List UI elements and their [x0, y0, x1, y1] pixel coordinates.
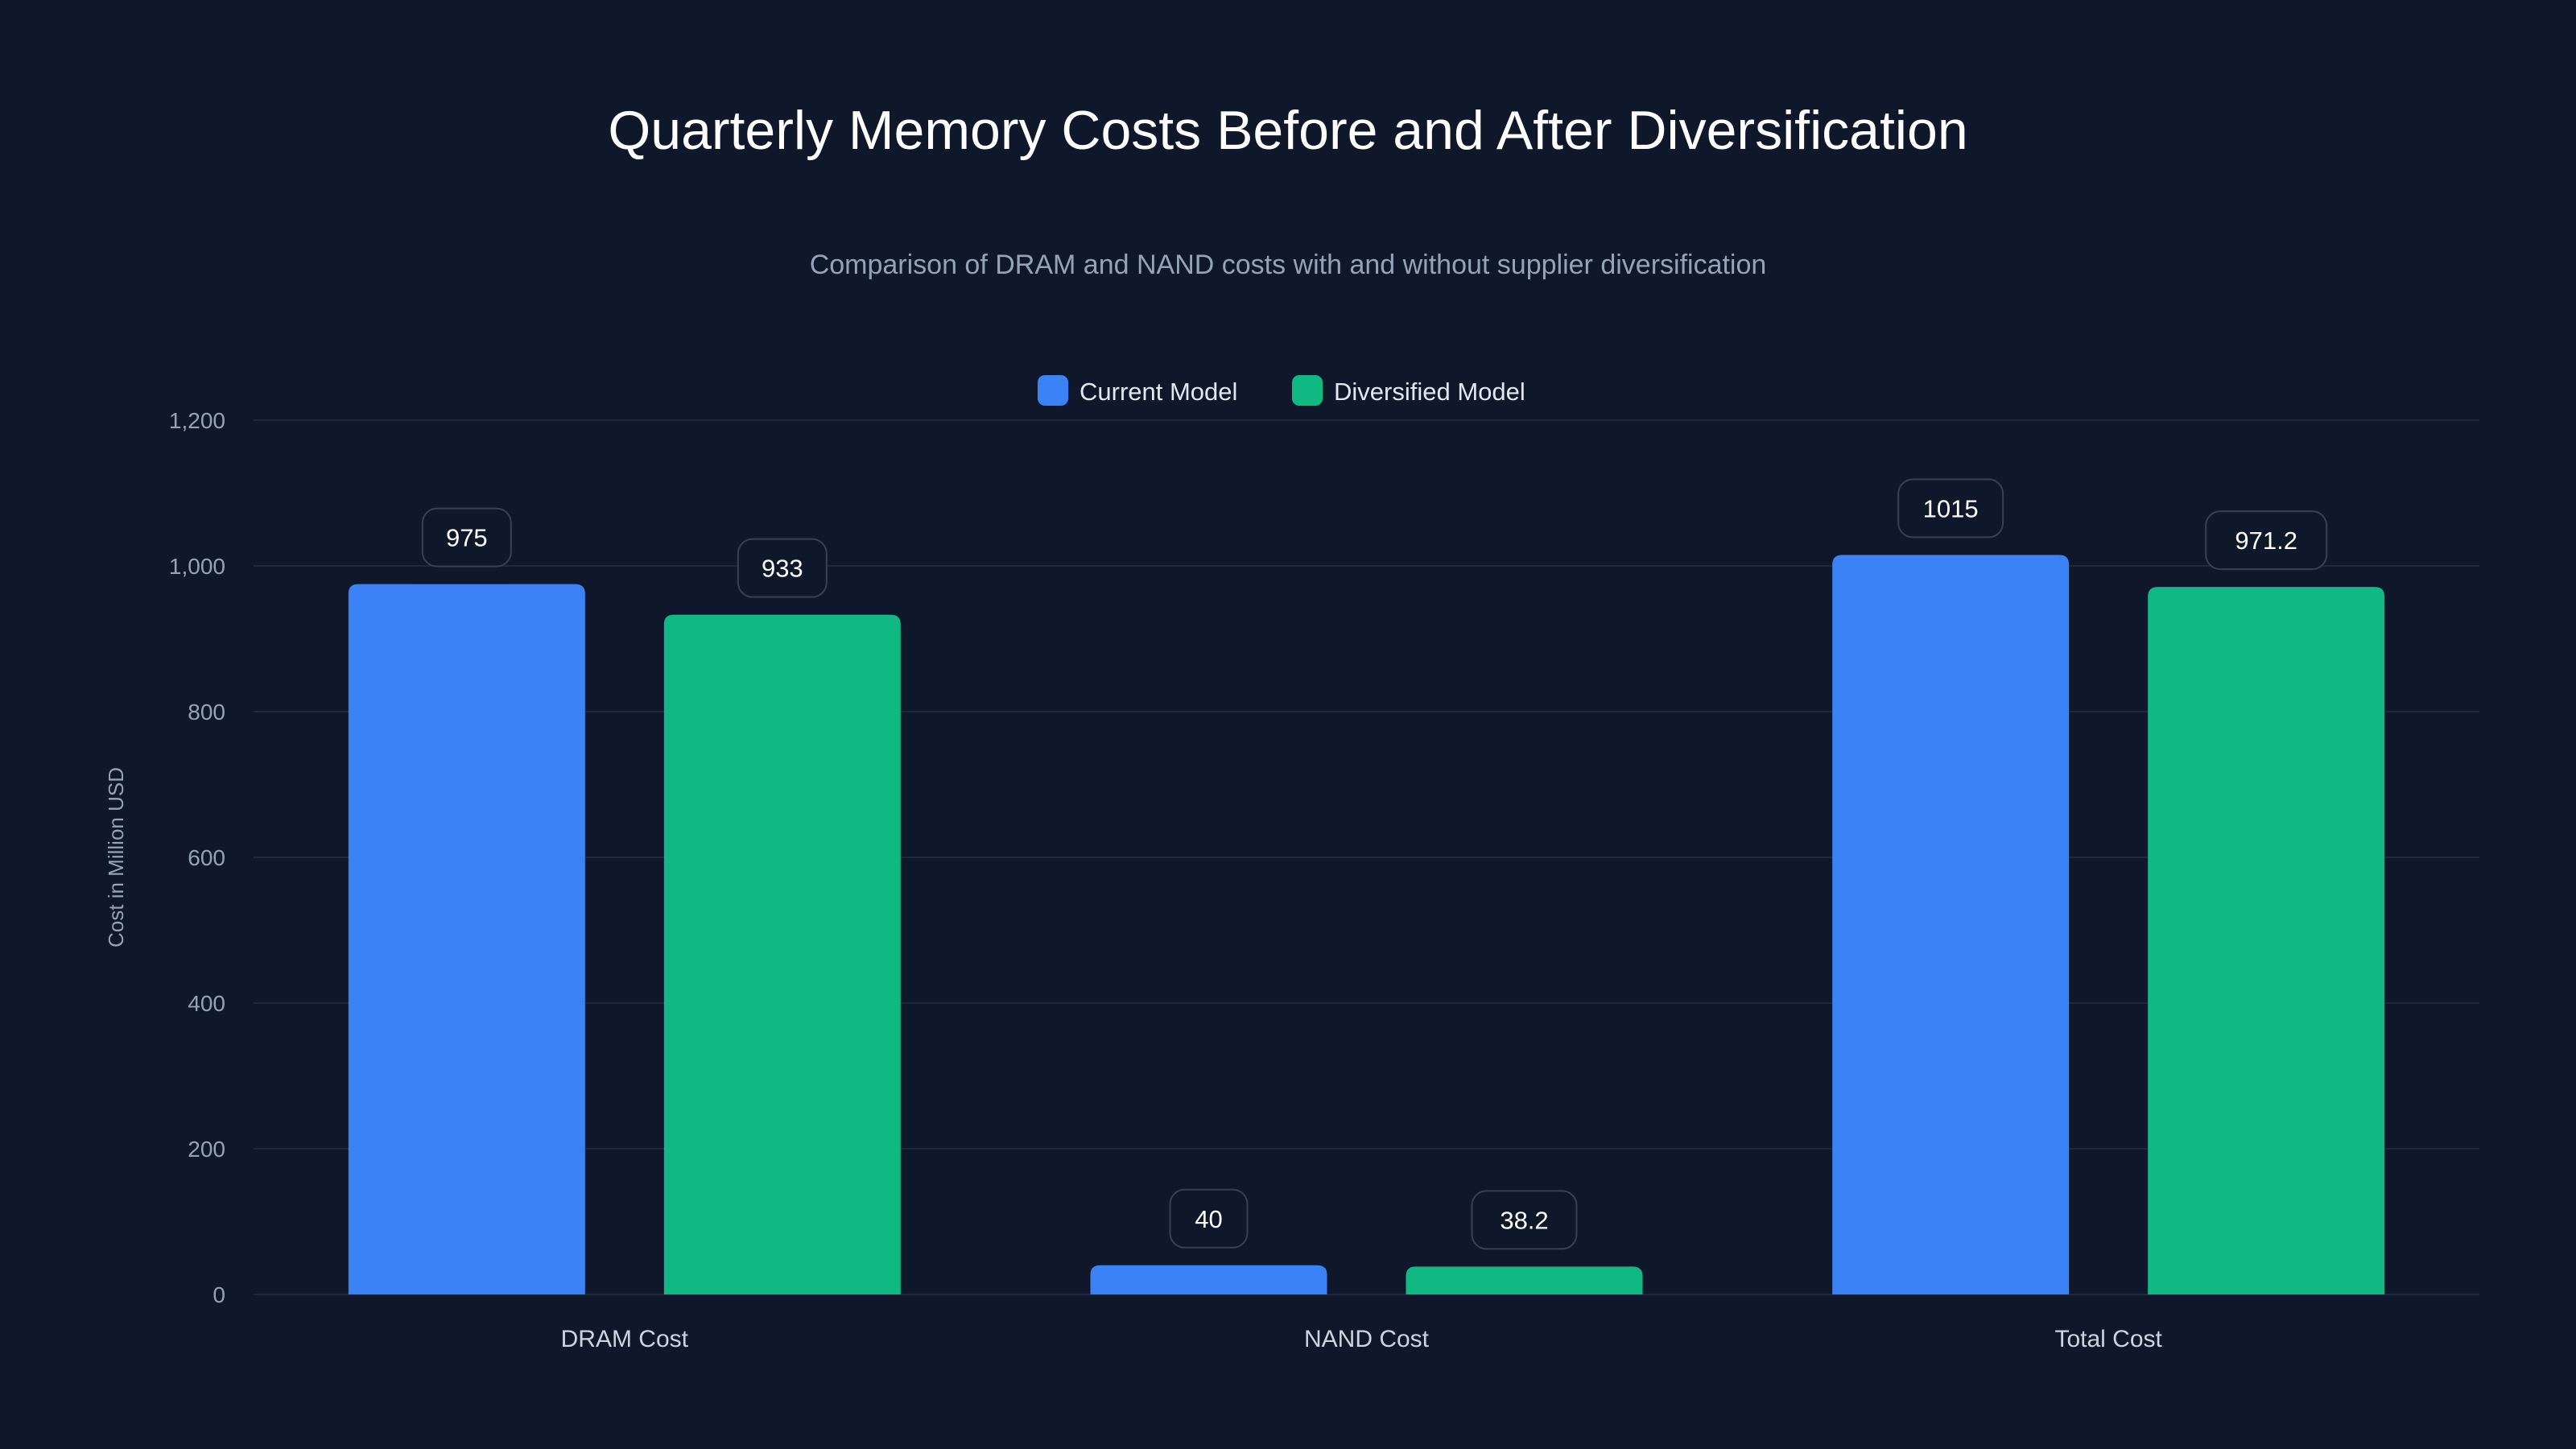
y-tick-label: 0 — [213, 1282, 225, 1307]
data-label-box — [1897, 478, 2004, 539]
legend-swatch — [1038, 375, 1068, 406]
legend-label[interactable]: Current Model — [1080, 378, 1237, 406]
data-label: 975 — [446, 524, 488, 552]
bar[interactable] — [1832, 555, 2070, 1294]
y-tick-label: 400 — [188, 991, 225, 1016]
y-tick-label: 1,200 — [169, 408, 225, 433]
bars: 975 933 40 38.2 1015 971.2 — [348, 478, 2385, 1294]
x-axis-labels: DRAM Cost NAND Cost Total Cost — [561, 1326, 2163, 1352]
data-label-box — [421, 507, 512, 568]
y-tick-label: 600 — [188, 845, 225, 870]
chart-subtitle: Comparison of DRAM and NAND costs with a… — [810, 250, 1767, 280]
bar[interactable] — [2148, 587, 2385, 1294]
chart-title: Quarterly Memory Costs Before and After … — [608, 100, 1967, 161]
y-tick-label: 800 — [188, 700, 225, 724]
x-tick-label: NAND Cost — [1304, 1326, 1430, 1352]
data-label: 1015 — [1923, 494, 1979, 522]
legend-swatch — [1292, 375, 1323, 406]
legend: Current Model Diversified Model — [1038, 375, 1525, 406]
bar[interactable] — [1090, 1265, 1327, 1294]
data-label: 971.2 — [2235, 526, 2297, 555]
legend-label[interactable]: Diversified Model — [1334, 378, 1525, 406]
data-label-box — [2205, 510, 2328, 571]
y-tick-label: 1,000 — [169, 554, 225, 579]
data-label: 40 — [1195, 1205, 1222, 1233]
bar[interactable] — [663, 614, 901, 1294]
data-label: 38.2 — [1500, 1206, 1548, 1234]
data-label-box — [1169, 1188, 1249, 1249]
grid: 0 200 400 600 800 1,000 1,200 — [169, 408, 2479, 1307]
data-label-box — [737, 538, 828, 598]
bar[interactable] — [348, 584, 585, 1294]
bar[interactable] — [1406, 1266, 1643, 1294]
data-label-box — [1471, 1190, 1578, 1250]
y-tick-label: 200 — [188, 1137, 225, 1162]
x-tick-label: Total Cost — [2054, 1326, 2162, 1352]
x-tick-label: DRAM Cost — [561, 1326, 689, 1352]
y-axis-label: Cost in Million USD — [104, 767, 128, 947]
data-label: 933 — [762, 555, 803, 583]
